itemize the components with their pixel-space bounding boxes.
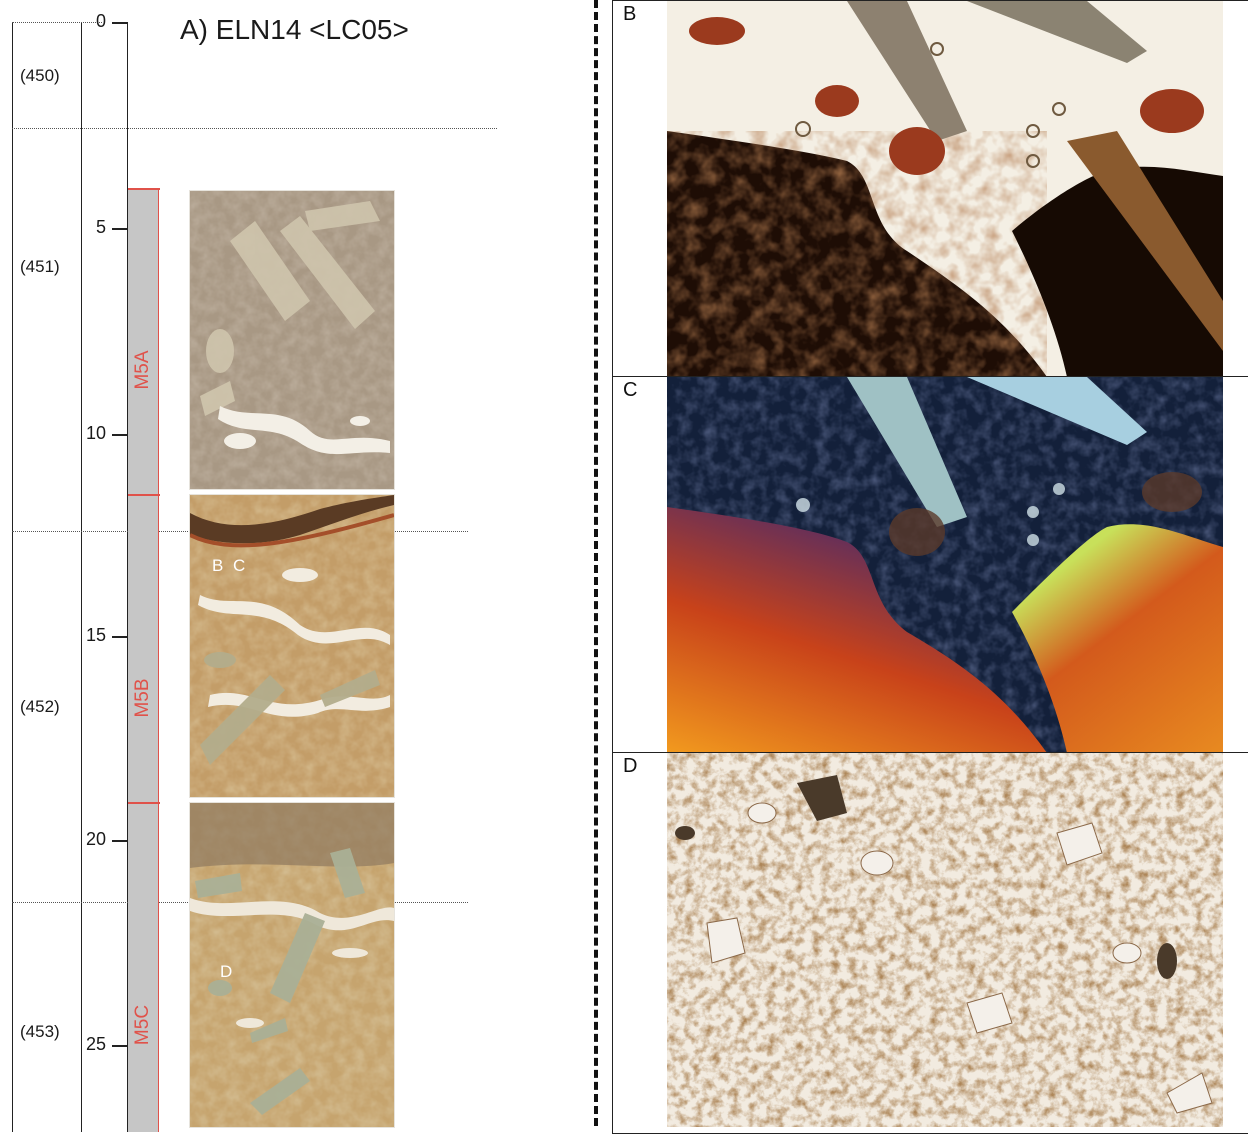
- depth-tick: [112, 1045, 128, 1047]
- micro-unit-label: M5B: [132, 678, 153, 718]
- panel-letter-b: B: [623, 3, 637, 25]
- micrograph-panel-d: D: [612, 752, 1248, 1134]
- panel-separator: [594, 0, 598, 1126]
- depth-tick-label: 25: [85, 1034, 106, 1054]
- micrograph-c-xpl: [667, 377, 1223, 753]
- micro-unit-divider: [128, 188, 160, 190]
- micro-unit-divider: [128, 802, 160, 804]
- depth-tick: [112, 636, 128, 638]
- context-label: (450): [20, 66, 60, 85]
- micro-unit-label: M5C: [132, 1004, 153, 1046]
- depth-tick-label: 0: [95, 11, 106, 31]
- context-label: (452): [20, 697, 60, 716]
- context-label: (453): [20, 1022, 60, 1041]
- sample-marker-c: C: [233, 556, 246, 575]
- depth-tick-label: 15: [85, 625, 106, 645]
- micro-unit-bar-m5c: [128, 802, 159, 1132]
- depth-tick: [112, 840, 128, 842]
- depth-tick: [112, 228, 128, 230]
- depth-scale-bar: [80, 22, 128, 1132]
- context-label: (451): [20, 257, 60, 276]
- micrograph-d-ppl: [667, 753, 1223, 1127]
- panel-letter-d: D: [623, 755, 638, 777]
- figure-title: A) ELN14 <LC05>: [180, 14, 409, 45]
- depth-tick-label: 5: [95, 217, 106, 237]
- thin-section-core-1: [189, 190, 395, 490]
- micrograph-panel-b: B: [612, 0, 1248, 378]
- micro-unit-label: M5A: [132, 350, 153, 390]
- micrograph-panel-c: C: [612, 376, 1248, 754]
- context-column: [12, 22, 82, 1132]
- micrograph-b-ppl: [667, 1, 1223, 377]
- micro-unit-divider: [128, 494, 160, 496]
- sample-marker-d: D: [220, 962, 233, 981]
- context-top-line: [12, 22, 102, 23]
- context-boundary-450-451: [12, 128, 497, 129]
- thin-section-core-2: [189, 494, 395, 798]
- depth-tick-label: 20: [85, 829, 106, 849]
- sample-marker-b: B: [212, 556, 224, 575]
- depth-tick: [112, 22, 128, 24]
- depth-tick-label: 10: [85, 423, 106, 443]
- micro-unit-bar-m5a: [128, 188, 159, 494]
- thin-section-core-3: [189, 802, 395, 1128]
- depth-tick: [112, 434, 128, 436]
- panel-letter-c: C: [623, 379, 638, 401]
- micro-unit-bar-m5b: [128, 494, 159, 802]
